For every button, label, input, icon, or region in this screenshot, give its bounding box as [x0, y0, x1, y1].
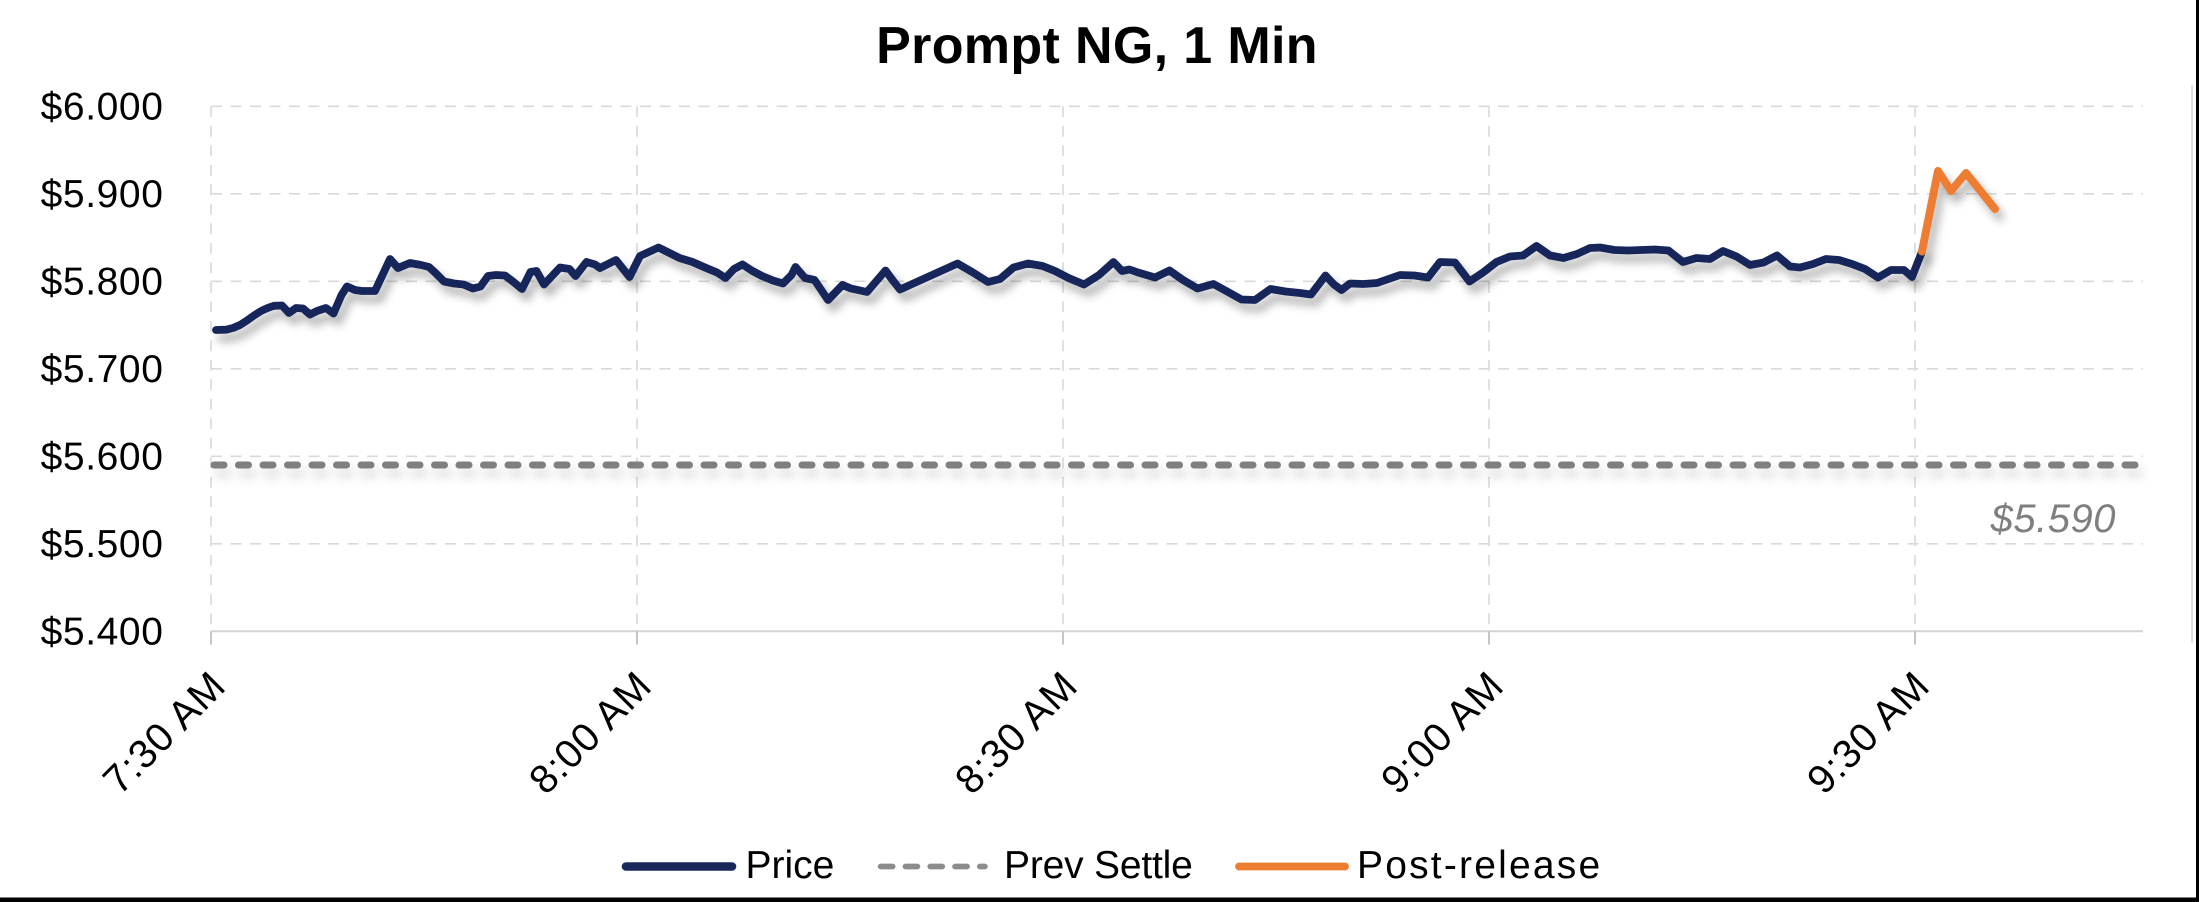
- svg-text:8:00 AM: 8:00 AM: [521, 663, 660, 802]
- svg-text:7:30 AM: 7:30 AM: [95, 663, 234, 802]
- svg-text:$5.800: $5.800: [41, 261, 164, 304]
- svg-text:$5.600: $5.600: [41, 436, 164, 479]
- svg-text:9:30 AM: 9:30 AM: [1799, 663, 1938, 802]
- svg-text:8:30 AM: 8:30 AM: [947, 663, 1086, 802]
- svg-text:$5.500: $5.500: [41, 523, 164, 566]
- svg-text:9:00 AM: 9:00 AM: [1373, 663, 1512, 802]
- svg-text:Post-release: Post-release: [1357, 844, 1602, 887]
- svg-text:$5.700: $5.700: [41, 348, 164, 391]
- svg-text:$6.000: $6.000: [41, 86, 164, 129]
- svg-text:$5.400: $5.400: [41, 611, 164, 654]
- svg-text:Prev Settle: Prev Settle: [1004, 844, 1193, 887]
- svg-text:Prompt NG, 1 Min: Prompt NG, 1 Min: [876, 17, 1318, 75]
- svg-text:Price: Price: [746, 844, 835, 887]
- svg-text:$5.590: $5.590: [1990, 497, 2116, 541]
- svg-text:$5.900: $5.900: [41, 173, 164, 216]
